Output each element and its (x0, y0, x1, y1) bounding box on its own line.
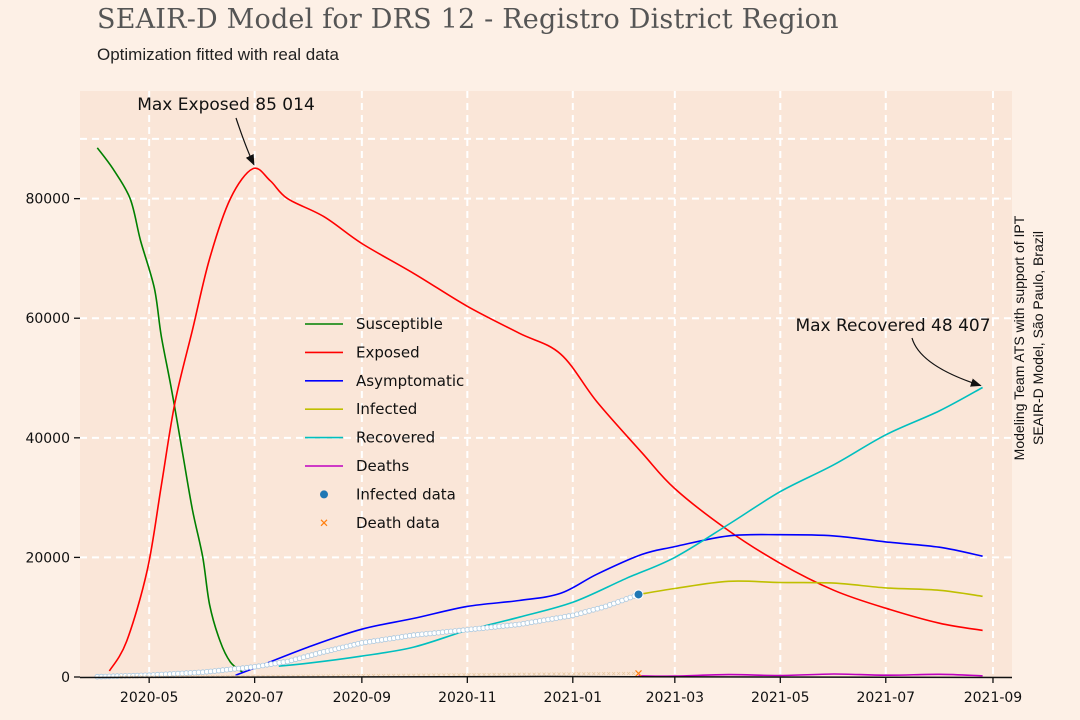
death-data-point (457, 673, 461, 677)
annotations: Max Exposed 85 014 Max Recovered 48 407 (137, 95, 991, 387)
credit-line-1: Modeling Team ATS with support of IPT (1011, 215, 1027, 461)
death-data-point (606, 671, 611, 676)
legend-label: Recovered (356, 429, 435, 447)
x-tick-label: 2021-09 (964, 690, 1023, 706)
death-data-point (542, 672, 546, 676)
y-tick-label: 0 (61, 670, 70, 686)
annotation-arrow (235, 117, 255, 166)
death-data-point (477, 672, 481, 677)
grid (80, 91, 1012, 677)
death-data-point (552, 672, 556, 676)
x-tick-label: 2020-05 (120, 690, 179, 706)
side-credit: Modeling Team ATS with support of IPT SE… (1010, 188, 1050, 488)
legend-item-infected: Infected (305, 400, 417, 418)
chart-subtitle: Optimization fitted with real data (97, 45, 339, 64)
death-data-point (582, 672, 586, 676)
death-data-point (517, 672, 521, 677)
death-data-point (587, 672, 591, 676)
death-data-point (482, 672, 486, 677)
legend-item-deaths: Deaths (305, 457, 409, 475)
death-data-point (547, 672, 551, 676)
x-tick-label: 2021-07 (857, 690, 916, 706)
annotation-max-exposed: Max Exposed 85 014 (137, 95, 315, 115)
legend-label: Deaths (356, 457, 409, 475)
death-data-point (601, 671, 606, 676)
legend-label: Susceptible (356, 315, 443, 333)
x-axis-line (79, 675, 1013, 679)
death-data-point (626, 671, 631, 676)
death-data-point (592, 672, 596, 676)
series-line-asymptomatic (235, 533, 983, 676)
legend-label: Infected data (356, 485, 456, 503)
death-data-point (621, 671, 626, 676)
death-data-point (472, 672, 476, 677)
series-line-infected (638, 580, 983, 598)
legend-label: Asymptomatic (356, 372, 464, 390)
series-line-exposed (108, 167, 983, 672)
death-data-point (562, 672, 566, 676)
death-data-point (462, 673, 466, 677)
data-point-last (633, 589, 644, 600)
legend-swatch (320, 519, 328, 527)
legend-item-exposed: Exposed (305, 343, 420, 361)
x-tick-label: 2020-07 (225, 690, 284, 706)
x-tick-label: 2021-05 (751, 690, 810, 706)
series-line-deaths (638, 673, 983, 677)
legend-item-infected-data: Infected data (320, 485, 456, 503)
death-data-point (611, 671, 616, 676)
death-data-point (631, 671, 636, 676)
x-tick-label: 2020-09 (333, 690, 392, 706)
series-infected-data (94, 589, 644, 680)
death-data-point (572, 672, 576, 676)
series-layer (94, 147, 983, 680)
y-tick-label: 60000 (25, 311, 70, 327)
death-data-point (512, 672, 516, 677)
legend-item-death-data: Death data (320, 514, 440, 532)
death-data-point (487, 672, 491, 677)
death-data-point (467, 672, 471, 677)
y-tick-label: 40000 (25, 431, 70, 447)
death-data-point (532, 672, 536, 676)
chart-title: SEAIR-D Model for DRS 12 - Registro Dist… (97, 4, 839, 35)
death-data-point (596, 671, 601, 676)
death-data-point-last (635, 669, 642, 677)
death-data-point (492, 672, 496, 677)
death-data-point (502, 672, 506, 677)
annotation-max-recovered: Max Recovered 48 407 (795, 316, 990, 336)
x-tick-label: 2020-11 (438, 690, 497, 706)
death-data-point (452, 673, 456, 677)
death-data-point (442, 673, 446, 677)
death-data-point (497, 672, 501, 677)
legend-swatch (320, 490, 328, 499)
legend-item-susceptible: Susceptible (305, 315, 443, 333)
legend: Susceptible Exposed Asymptomatic Infected Re… (305, 315, 464, 532)
legend-item-recovered: Recovered (305, 429, 435, 447)
annotation-arrow (911, 337, 982, 387)
death-data-point (507, 672, 511, 677)
legend-label: Death data (356, 514, 440, 532)
series-line-recovered (278, 386, 983, 667)
death-data-point (537, 672, 541, 676)
legend-item-asymptomatic: Asymptomatic (305, 372, 464, 390)
death-data-point (527, 672, 531, 676)
credit-line-2: SEAIR-D Model, São Paulo, Brazil (1030, 231, 1046, 445)
y-tick-label: 20000 (25, 550, 70, 566)
y-tick-label: 80000 (25, 192, 70, 208)
legend-label: Exposed (356, 343, 420, 361)
death-data-point (447, 673, 451, 677)
death-data-point (577, 672, 581, 676)
legend-label: Infected (356, 400, 417, 418)
axes: 2020-05 2020-07 2020-09 2020-11 2021-01 2021-… (25, 192, 1022, 706)
x-tick-label: 2021-01 (544, 690, 603, 706)
death-data-point (522, 672, 526, 677)
death-data-point (557, 672, 561, 676)
series-line-susceptible (96, 147, 244, 673)
death-data-point (567, 672, 571, 676)
x-tick-label: 2021-03 (646, 690, 705, 706)
death-data-point (616, 671, 621, 676)
plot-area (80, 91, 1012, 677)
